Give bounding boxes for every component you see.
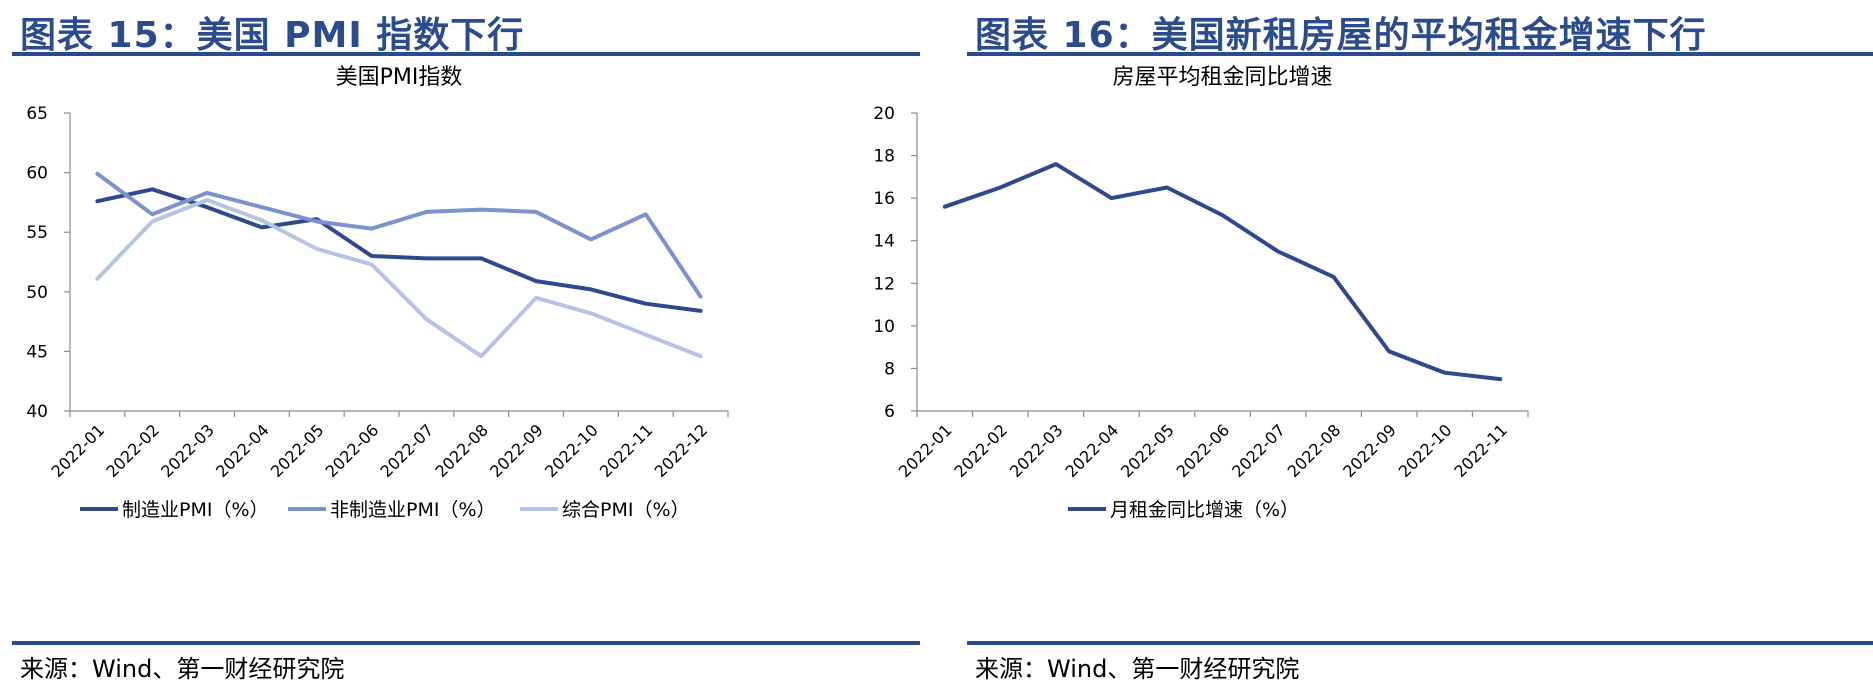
x-tick-label: 2022-07 (377, 420, 438, 481)
source-divider (12, 641, 920, 645)
title-divider (12, 52, 920, 56)
x-tick-label: 2022-09 (486, 420, 547, 481)
x-tick-label: 2022-06 (1173, 420, 1234, 481)
left-figure-panel: 图表 15：美国 PMI 指数下行 美国PMI指数 40 45 50 55 60 65 202… (0, 0, 920, 683)
x-tick-label: 2022-03 (157, 420, 218, 481)
y-tick-label: 20 (873, 104, 895, 124)
y-tick-label: 16 (873, 189, 895, 209)
series-line-1 (942, 162, 1503, 382)
x-tick-label: 2022-05 (267, 420, 328, 481)
x-tick-label: 2022-11 (596, 420, 657, 481)
legend-label-3: 综合PMI（%） (562, 499, 690, 521)
title-divider (967, 52, 1873, 56)
x-tick-label: 2022-03 (1006, 420, 1067, 481)
chart-title: 美国PMI指数 (336, 65, 463, 90)
x-tick-label: 2022-10 (1395, 420, 1456, 481)
x-tick-label: 2022-04 (212, 420, 273, 481)
x-tick-label: 2022-09 (1339, 420, 1400, 481)
legend-label-1: 月租金同比增速（%） (1110, 499, 1299, 521)
legend-label-2: 非制造业PMI（%） (330, 499, 496, 521)
x-tick-label: 2022-07 (1228, 420, 1289, 481)
x-tick-label: 2022-05 (1117, 420, 1178, 481)
x-tick-label: 2022-06 (322, 420, 383, 481)
x-tick-label: 2022-08 (1284, 420, 1345, 481)
x-tick-label: 2022-10 (541, 420, 602, 481)
pmi-line-chart: 美国PMI指数 40 45 50 55 60 65 2022-012022-022022-03… (26, 65, 729, 521)
x-tick-label: 2022-01 (48, 420, 109, 481)
y-tick-label: 60 (26, 164, 48, 184)
x-tick-label: 2022-04 (1062, 420, 1123, 481)
rent-growth-line-chart: 房屋平均租金同比增速681012141618202022-012022-0220… (873, 65, 1529, 521)
y-tick-label: 55 (26, 223, 48, 243)
figure-title: 图表 15：美国 PMI 指数下行 (20, 15, 525, 56)
x-tick-label: 2022-02 (950, 420, 1011, 481)
x-tick-label: 2022-02 (102, 420, 163, 481)
y-tick-label: 8 (884, 359, 895, 379)
y-tick-label: 12 (873, 274, 895, 294)
y-tick-label: 10 (873, 317, 895, 337)
chart-title: 房屋平均租金同比增速 (1112, 65, 1332, 90)
y-tick-label: 65 (26, 104, 48, 124)
series-line-2 (95, 171, 703, 299)
x-tick-label: 2022-08 (431, 420, 492, 481)
y-tick-label: 45 (26, 342, 48, 362)
figure-title: 图表 16：美国新租房屋的平均租金增速下行 (975, 15, 1707, 56)
y-tick-label: 18 (873, 147, 895, 167)
y-tick-label: 14 (873, 232, 895, 252)
source-note: 来源：Wind、第一财经研究院 (20, 655, 345, 683)
y-tick-label: 6 (884, 402, 895, 422)
x-tick-label: 2022-11 (1450, 420, 1511, 481)
y-tick-label: 50 (26, 283, 48, 303)
legend-label-1: 制造业PMI（%） (122, 499, 269, 521)
x-tick-label: 2022-12 (651, 420, 712, 481)
source-note: 来源：Wind、第一财经研究院 (975, 655, 1300, 683)
source-divider (967, 641, 1873, 645)
right-figure-panel: 图表 16：美国新租房屋的平均租金增速下行 房屋平均租金同比增速 6 8 10 12 14… (873, 0, 1873, 683)
series-line-3 (95, 198, 703, 359)
y-tick-label: 40 (26, 402, 48, 422)
